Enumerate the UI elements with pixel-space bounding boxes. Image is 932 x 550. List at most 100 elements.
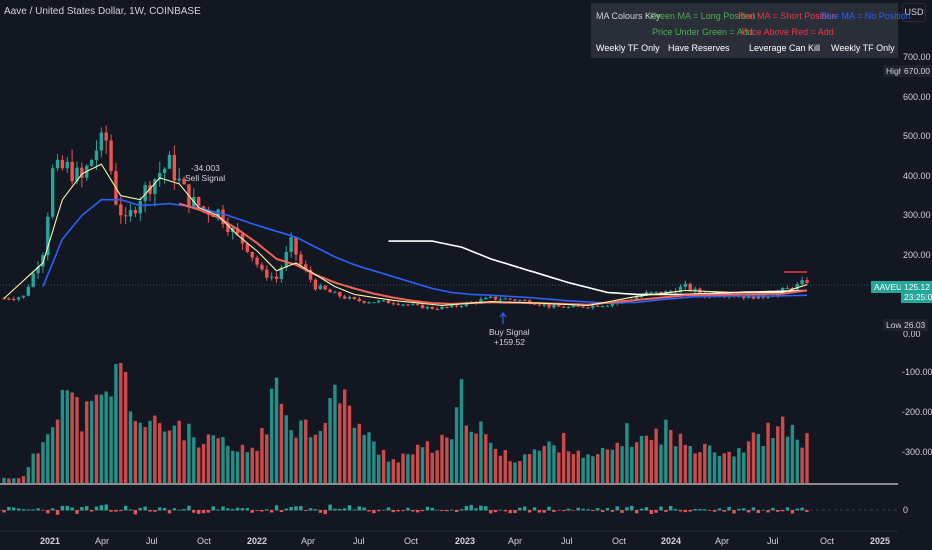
volume-bar bbox=[338, 403, 342, 483]
osc-bar bbox=[192, 510, 196, 513]
sell-signal-value: -34.003 bbox=[191, 163, 220, 173]
volume-bar bbox=[503, 450, 507, 483]
candle-body bbox=[245, 243, 250, 252]
volume-bar bbox=[805, 433, 809, 483]
volume-bar bbox=[683, 444, 688, 483]
osc-bar bbox=[425, 506, 430, 511]
osc-bar bbox=[167, 510, 172, 514]
candle-body bbox=[289, 237, 293, 252]
candle-body bbox=[167, 154, 172, 169]
osc-bar bbox=[605, 508, 610, 511]
volume-bar bbox=[566, 451, 571, 483]
osc-bar bbox=[123, 505, 128, 511]
candle-body bbox=[586, 307, 590, 309]
candle-body bbox=[16, 297, 21, 300]
candle-body bbox=[420, 304, 425, 309]
osc-bar bbox=[391, 510, 396, 513]
candle-body bbox=[333, 292, 337, 294]
volume-bar bbox=[737, 448, 741, 483]
candle-body bbox=[221, 209, 225, 225]
volume-bar bbox=[318, 430, 323, 483]
volume-bar bbox=[333, 384, 337, 483]
volume-bar bbox=[269, 388, 274, 483]
osc-bar bbox=[323, 510, 327, 515]
buy-signal-label: Buy Signal bbox=[489, 327, 530, 337]
candle-body bbox=[352, 297, 357, 300]
candle-body bbox=[274, 276, 279, 279]
volume-bar bbox=[396, 462, 400, 483]
osc-bar bbox=[70, 507, 74, 511]
volume-bar bbox=[46, 434, 50, 483]
osc-bar bbox=[737, 508, 741, 511]
candle-body bbox=[196, 197, 201, 207]
osc-bar bbox=[459, 509, 464, 511]
osc-bar bbox=[99, 505, 104, 511]
candle-body bbox=[508, 298, 512, 300]
candle-body bbox=[260, 264, 264, 270]
osc-bar bbox=[274, 505, 279, 511]
candle-body bbox=[362, 301, 366, 303]
time-tick-oct-2024: Oct bbox=[820, 536, 835, 546]
volume-bar bbox=[406, 454, 410, 483]
osc-bar bbox=[454, 510, 459, 512]
volume-bar bbox=[265, 434, 269, 483]
candle-body bbox=[55, 159, 60, 169]
osc-bar bbox=[362, 507, 366, 511]
osc-bar bbox=[625, 507, 629, 511]
candle-body bbox=[571, 305, 576, 308]
candle-body bbox=[235, 227, 240, 234]
osc-bar bbox=[615, 506, 619, 511]
osc-bar bbox=[75, 510, 79, 514]
volume-bar bbox=[182, 440, 186, 483]
volume-tick-300: -300.00 bbox=[902, 447, 932, 457]
osc-bar bbox=[196, 510, 201, 514]
time-tick-2024: 2024 bbox=[661, 536, 682, 546]
candle-body bbox=[172, 154, 177, 181]
candle-body bbox=[7, 298, 11, 300]
legend-under-green: Price Under Green = Add bbox=[652, 27, 753, 37]
osc-bar bbox=[547, 506, 551, 511]
volume-bar bbox=[581, 457, 585, 483]
candle-body bbox=[800, 280, 804, 285]
osc-bar bbox=[12, 507, 16, 511]
volume-bar bbox=[372, 441, 376, 483]
volume-bar bbox=[800, 447, 804, 483]
volume-bar bbox=[644, 435, 649, 483]
volume-bar bbox=[65, 390, 69, 483]
legend-key-title: MA Colours Key bbox=[596, 11, 661, 21]
osc-bar bbox=[211, 506, 215, 511]
candle-body bbox=[669, 291, 673, 293]
volume-bar bbox=[94, 394, 99, 483]
osc-bar bbox=[328, 504, 332, 511]
volume-bar bbox=[795, 439, 799, 483]
osc-bar bbox=[717, 508, 722, 511]
candle-body bbox=[396, 303, 400, 305]
price-tick-600: 600.00 bbox=[903, 92, 931, 102]
volume-bar bbox=[450, 439, 454, 483]
osc-bar bbox=[94, 506, 99, 511]
osc-bar bbox=[746, 510, 751, 513]
volume-bar bbox=[260, 428, 264, 483]
candle-body bbox=[401, 304, 405, 306]
volume-bar bbox=[201, 443, 206, 483]
volume-bar bbox=[153, 415, 157, 483]
candle-body bbox=[678, 286, 683, 293]
volume-bar bbox=[226, 445, 230, 483]
candle-body bbox=[488, 296, 493, 298]
currency-button[interactable]: USD bbox=[902, 3, 926, 22]
candle-body bbox=[377, 300, 381, 303]
legend-weekly-tf-1: Weekly TF Only bbox=[596, 43, 660, 53]
volume-bar bbox=[391, 459, 396, 483]
osc-bar bbox=[109, 510, 113, 512]
volume-bar bbox=[547, 441, 551, 483]
volume-bar bbox=[415, 444, 420, 483]
osc-bar bbox=[245, 508, 250, 511]
volume-bar bbox=[36, 453, 40, 483]
volume-bar bbox=[143, 427, 147, 483]
osc-bar bbox=[60, 505, 65, 511]
volume-bar bbox=[732, 456, 736, 483]
candle-body bbox=[591, 305, 595, 308]
osc-bar bbox=[352, 509, 357, 511]
osc-bar bbox=[133, 510, 138, 515]
